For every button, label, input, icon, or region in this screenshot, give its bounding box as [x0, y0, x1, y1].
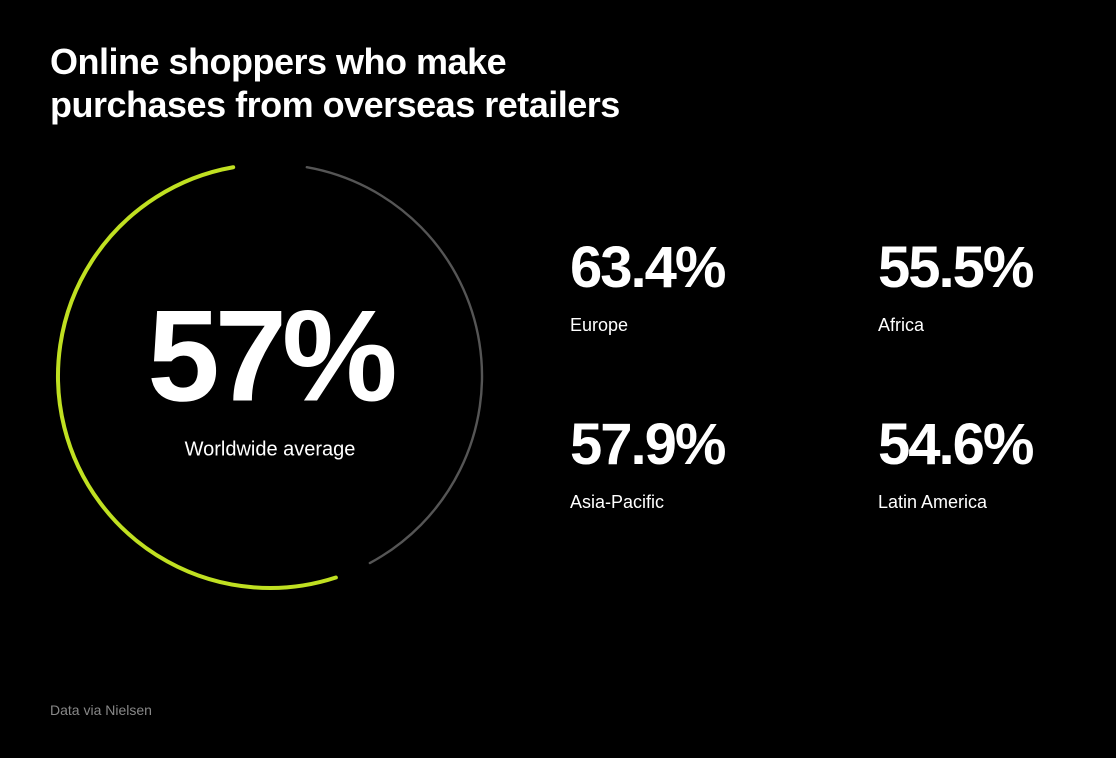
infographic-container: Online shoppers who make purchases from …	[0, 0, 1116, 758]
stat-asia-pacific: 57.9% Asia-Pacific	[570, 416, 758, 513]
stat-africa: 55.5% Africa	[878, 239, 1066, 336]
stats-grid: 63.4% Europe 55.5% Africa 57.9% Asia-Pac…	[570, 239, 1066, 513]
stat-label: Africa	[878, 315, 1066, 336]
title-line-2: purchases from overseas retailers	[50, 84, 620, 125]
stat-value: 57.9%	[570, 416, 758, 474]
stat-value: 54.6%	[878, 416, 1066, 474]
stat-europe: 63.4% Europe	[570, 239, 758, 336]
stat-value: 55.5%	[878, 239, 1066, 297]
stat-latin-america: 54.6% Latin America	[878, 416, 1066, 513]
main-content: 57% Worldwide average 63.4% Europe 55.5%…	[50, 156, 1066, 596]
title-line-1: Online shoppers who make	[50, 41, 506, 82]
stat-label: Europe	[570, 315, 758, 336]
donut-chart: 57% Worldwide average	[50, 156, 490, 596]
chart-title: Online shoppers who make purchases from …	[50, 40, 1066, 126]
donut-label: Worldwide average	[50, 439, 490, 462]
data-attribution: Data via Nielsen	[50, 702, 152, 718]
donut-center: 57% Worldwide average	[50, 291, 490, 462]
donut-value: 57%	[50, 291, 490, 421]
stat-label: Latin America	[878, 492, 1066, 513]
stat-value: 63.4%	[570, 239, 758, 297]
stat-label: Asia-Pacific	[570, 492, 758, 513]
